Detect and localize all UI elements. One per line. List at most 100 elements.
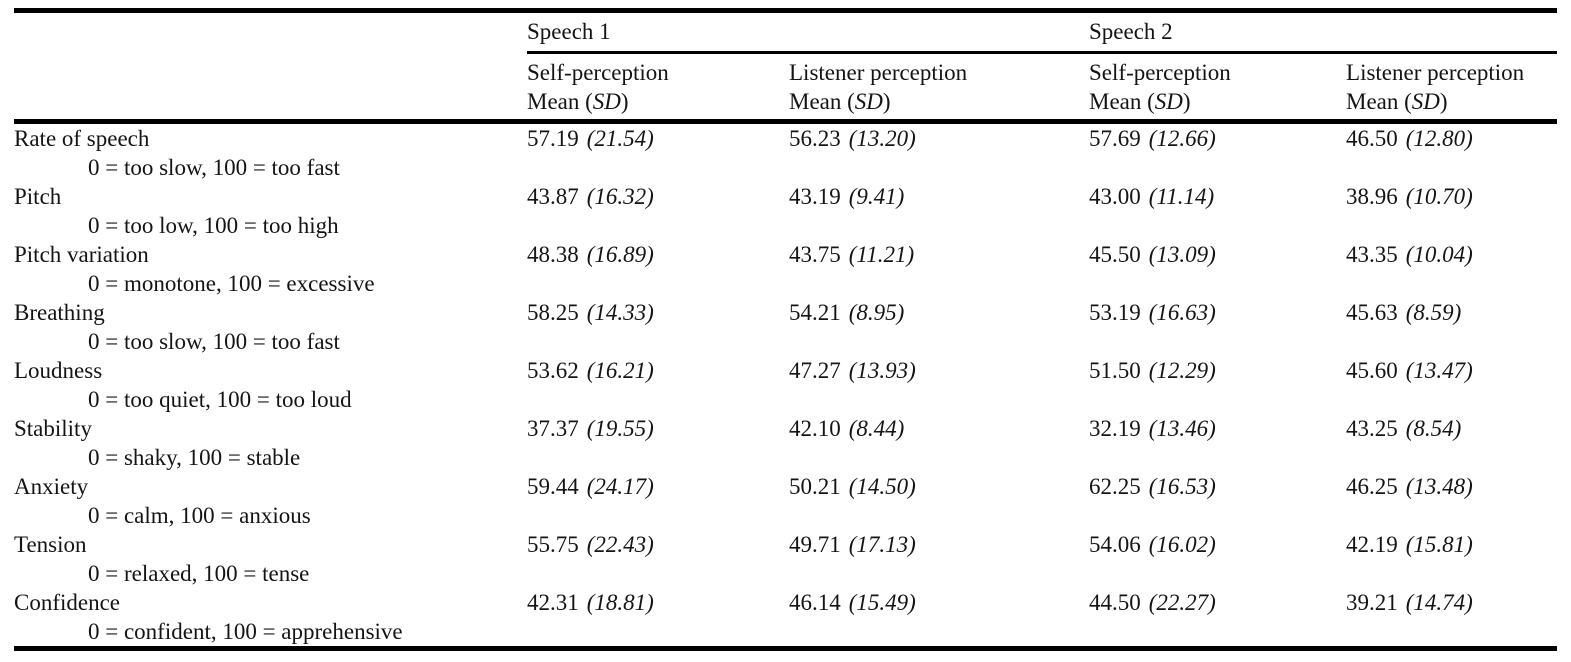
row-label: Pitch (14, 184, 62, 209)
sd-value: (16.02) (1148, 532, 1216, 557)
speech-group-header-row: Speech 1 Speech 2 (14, 8, 1558, 54)
mean-value: 59.44 (527, 474, 579, 499)
table-row: Loudness 53.62 (16.21) 47.27 (13.93) 51.50… (14, 356, 1557, 385)
sd-value: (8.95) (848, 300, 905, 325)
cell-speech1-listener: 54.21 (8.95) (789, 298, 1089, 327)
mean-value: 43.87 (527, 184, 579, 209)
sd-abbrev: SD (1154, 89, 1183, 114)
mean-value: 44.50 (1089, 590, 1141, 615)
mean-value: 56.23 (789, 126, 841, 151)
table-row-scale: 0 = relaxed, 100 = tense (14, 559, 1557, 588)
mean-value: 45.63 (1346, 300, 1398, 325)
sd-value: (16.53) (1148, 474, 1216, 499)
cell-speech2-listener: 45.63 (8.59) (1346, 298, 1557, 327)
row-scale-label: 0 = relaxed, 100 = tense (88, 561, 310, 586)
cell-speech2-self: 54.06 (16.02) (1089, 530, 1346, 559)
sd-value: (14.50) (848, 474, 916, 499)
cell-speech2-self: 62.25 (16.53) (1089, 472, 1346, 501)
sd-value: (16.32) (586, 184, 654, 209)
sd-value: (11.14) (1148, 184, 1215, 209)
mean-sd-label: Mean (SD) (789, 89, 891, 114)
mean-value: 43.35 (1346, 242, 1398, 267)
sd-value: (8.59) (1405, 300, 1462, 325)
mean-value: 58.25 (527, 300, 579, 325)
sd-value: (14.33) (586, 300, 654, 325)
mean-sd-label: Mean (SD) (1089, 89, 1191, 114)
sd-value: (16.21) (586, 358, 654, 383)
cell-speech1-self: 53.62 (16.21) (527, 356, 789, 385)
cell-speech1-self: 57.19 (21.54) (527, 122, 789, 154)
table-row: Stability 37.37 (19.55) 42.10 (8.44) 32.19… (14, 414, 1557, 443)
cell-speech1-listener: 43.75 (11.21) (789, 240, 1089, 269)
mean-value: 43.25 (1346, 416, 1398, 441)
sd-value: (8.54) (1405, 416, 1462, 441)
col-header-title: Listener perception (1346, 60, 1525, 85)
table-header: Speech 1 Speech 2 Self-perception Mean (… (14, 8, 1558, 124)
sd-value: (12.66) (1148, 126, 1216, 151)
row-scale-label: 0 = calm, 100 = anxious (88, 503, 311, 528)
cell-speech1-self: 42.31 (18.81) (527, 588, 789, 617)
cell-speech1-listener: 56.23 (13.20) (789, 122, 1089, 154)
sd-value: (22.27) (1148, 590, 1216, 615)
sd-value: (13.46) (1148, 416, 1216, 441)
sd-value: (12.80) (1405, 126, 1473, 151)
mean-value: 32.19 (1089, 416, 1141, 441)
sd-value: (21.54) (586, 126, 654, 151)
mean-value: 57.19 (527, 126, 579, 151)
cell-speech1-listener: 43.19 (9.41) (789, 182, 1089, 211)
table-row: Pitch variation 48.38 (16.89) 43.75 (11.21… (14, 240, 1557, 269)
cell-speech2-listener: 46.25 (13.48) (1346, 472, 1557, 501)
table-row-scale: 0 = too quiet, 100 = too loud (14, 385, 1557, 414)
sd-value: (13.48) (1405, 474, 1473, 499)
cell-speech1-self: 37.37 (19.55) (527, 414, 789, 443)
sub-header-row: Self-perception Mean (SD) Listener perce… (14, 52, 1558, 124)
cell-speech1-self: 58.25 (14.33) (527, 298, 789, 327)
cell-speech2-self: 57.69 (12.66) (1089, 122, 1346, 154)
mean-value: 50.21 (789, 474, 841, 499)
sd-value: (22.43) (586, 532, 654, 557)
cell-speech1-listener: 50.21 (14.50) (789, 472, 1089, 501)
results-table: Speech 1 Speech 2 Self-perception Mean (… (14, 8, 1558, 651)
mean-value: 51.50 (1089, 358, 1141, 383)
sd-value: (12.29) (1148, 358, 1216, 383)
cell-speech2-listener: 43.35 (10.04) (1346, 240, 1557, 269)
cell-speech2-self: 45.50 (13.09) (1089, 240, 1346, 269)
mean-value: 37.37 (527, 416, 579, 441)
sd-value: (24.17) (586, 474, 654, 499)
col-header-title: Self-perception (1089, 60, 1231, 85)
col-header-speech1-listener: Listener perception Mean (SD) (789, 52, 1090, 124)
cell-speech2-self: 44.50 (22.27) (1089, 588, 1346, 617)
sd-value: (13.20) (848, 126, 916, 151)
row-scale-label: 0 = too slow, 100 = too fast (88, 155, 340, 180)
sd-value: (17.13) (848, 532, 916, 557)
cell-speech2-self: 43.00 (11.14) (1089, 182, 1346, 211)
sd-value: (11.21) (848, 242, 915, 267)
mean-value: 53.19 (1089, 300, 1141, 325)
col-header-speech2-self: Self-perception Mean (SD) (1089, 52, 1347, 124)
row-label: Rate of speech (14, 126, 150, 151)
sd-value: (13.47) (1405, 358, 1473, 383)
cell-speech2-self: 53.19 (16.63) (1089, 298, 1346, 327)
row-label: Pitch variation (14, 242, 149, 267)
mean-value: 46.50 (1346, 126, 1398, 151)
mean-value: 38.96 (1346, 184, 1398, 209)
row-label: Stability (14, 416, 92, 441)
row-scale-label: 0 = monotone, 100 = excessive (88, 271, 375, 296)
cell-speech1-listener: 47.27 (13.93) (789, 356, 1089, 385)
cell-speech1-self: 43.87 (16.32) (527, 182, 789, 211)
table-row: Confidence 42.31 (18.81) 46.14 (15.49) 44.… (14, 588, 1557, 617)
cell-speech2-listener: 39.21 (14.74) (1346, 588, 1557, 617)
sd-value: (10.04) (1405, 242, 1473, 267)
cell-speech1-self: 59.44 (24.17) (527, 472, 789, 501)
cell-speech1-self: 55.75 (22.43) (527, 530, 789, 559)
mean-value: 42.31 (527, 590, 579, 615)
table-row-scale: 0 = too low, 100 = too high (14, 211, 1557, 240)
mean-value: 43.75 (789, 242, 841, 267)
row-label: Loudness (14, 358, 103, 383)
mean-value: 46.25 (1346, 474, 1398, 499)
cell-speech2-listener: 45.60 (13.47) (1346, 356, 1557, 385)
row-label: Breathing (14, 300, 105, 325)
mean-value: 46.14 (789, 590, 841, 615)
sd-value: (8.44) (848, 416, 905, 441)
